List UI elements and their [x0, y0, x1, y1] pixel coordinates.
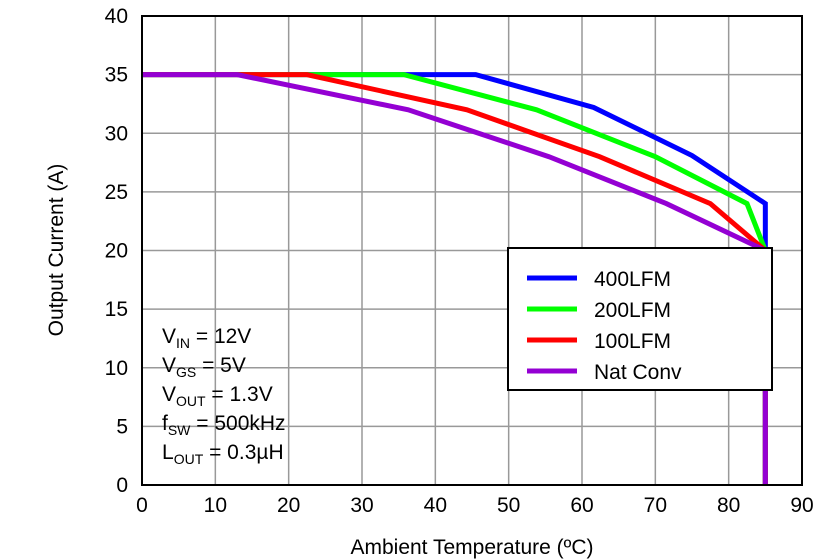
- x-tick-label: 70: [644, 494, 667, 517]
- y-axis-label: Output Current (A): [45, 164, 68, 337]
- annotation-line: VGS = 5V: [162, 354, 246, 380]
- legend-box: [507, 247, 773, 391]
- y-tick-label: 30: [105, 122, 128, 145]
- x-tick-label: 60: [570, 494, 593, 517]
- annotation-line: VOUT = 1.3V: [162, 383, 273, 409]
- y-tick-label: 40: [105, 5, 128, 28]
- y-tick-label: 10: [105, 357, 128, 380]
- legend-label: 100LFM: [594, 330, 671, 353]
- annotation-line: VIN = 12V: [162, 325, 251, 351]
- plot-frame: [141, 15, 803, 486]
- x-tick-label: 40: [424, 494, 447, 517]
- y-tick-label: 25: [105, 181, 128, 204]
- y-tick-label: 35: [105, 64, 128, 87]
- x-tick-label: 30: [350, 494, 373, 517]
- x-tick-labels: 0 10 20 30 40 50 60 70 80 90: [136, 494, 814, 517]
- legend-label: 400LFM: [594, 268, 671, 291]
- legend: 400LFM 200LFM 100LFM Nat Conv: [507, 247, 773, 391]
- annotation-line: fSW = 500kHz: [162, 412, 286, 438]
- x-axis-label: Ambient Temperature (ºC): [350, 536, 593, 559]
- y-tick-label: 5: [116, 415, 128, 438]
- x-tick-label: 0: [136, 494, 148, 517]
- y-tick-label: 15: [105, 298, 128, 321]
- y-tick-label: 20: [105, 240, 128, 263]
- y-tick-label: 0: [116, 474, 128, 497]
- legend-label: 200LFM: [594, 299, 671, 322]
- x-tick-label: 50: [497, 494, 520, 517]
- y-tick-labels: 0 5 10 15 20 25 30 35 40: [105, 5, 128, 497]
- x-tick-label: 80: [717, 494, 740, 517]
- legend-label: Nat Conv: [594, 361, 682, 384]
- x-tick-label: 90: [790, 494, 813, 517]
- conditions-annotation: VIN = 12V VGS = 5V VOUT = 1.3V fSW = 500kHz…: [162, 325, 286, 467]
- x-tick-label: 20: [277, 494, 300, 517]
- x-tick-label: 10: [204, 494, 227, 517]
- annotation-line: LOUT = 0.3µH: [162, 441, 284, 467]
